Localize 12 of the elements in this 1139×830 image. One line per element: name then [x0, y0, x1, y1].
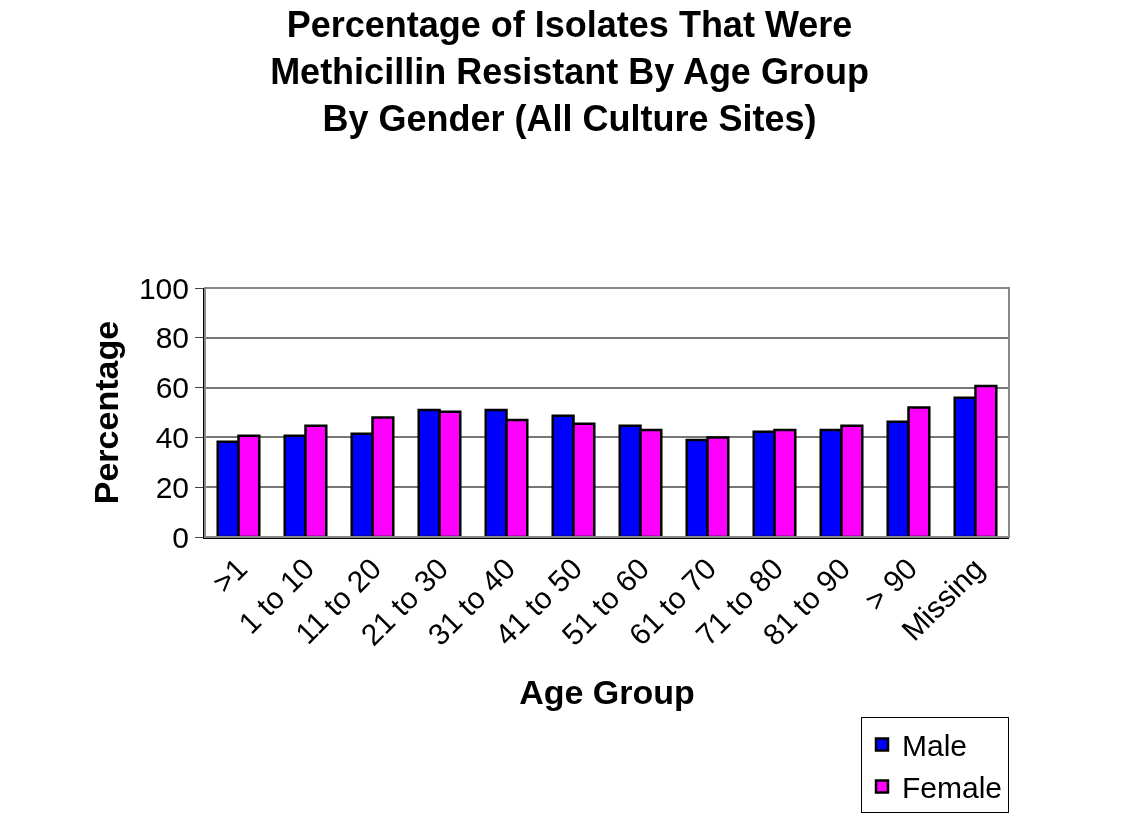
y-tick-label: 80	[155, 321, 189, 355]
y-tick-label: 60	[155, 371, 189, 405]
y-tick-label: 0	[172, 520, 189, 554]
x-axis-title: Age Group	[519, 673, 695, 712]
chart-title: Percentage of Isolates That Were Methicillin Resistant By Age Group By Gender (All Culture Sites)	[270, 4, 869, 139]
x-tick-label: >1	[205, 551, 254, 600]
y-tick-label: 100	[138, 271, 189, 305]
y-axis-title: Percentage	[87, 320, 126, 505]
legend-label: Male	[902, 729, 968, 763]
y-tick-label: 20	[155, 470, 189, 504]
y-tick-label: 40	[155, 420, 189, 454]
legend-label: Female	[902, 771, 1003, 805]
